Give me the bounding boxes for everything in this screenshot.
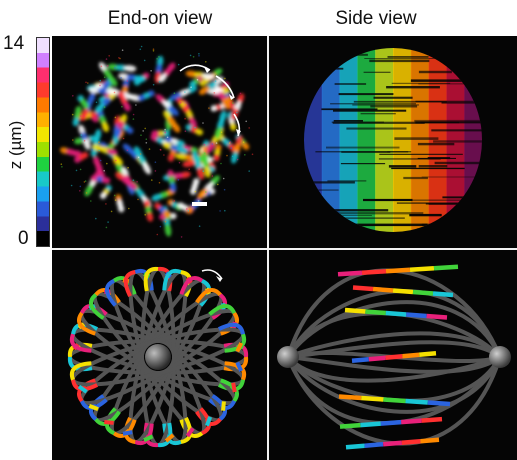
chromosome-blob [197, 175, 220, 200]
chromosome-blob [158, 62, 176, 83]
spindle-fiber [286, 300, 502, 359]
chromosome-blob [154, 202, 171, 218]
chromosome-blob [151, 130, 170, 137]
chromosome-blob [96, 108, 109, 133]
chromosome-blob [144, 199, 154, 222]
chromosome-blob [77, 95, 89, 109]
spindle-diagram [277, 264, 511, 450]
spindle-fiber [287, 340, 502, 359]
chromosome-blob [72, 106, 82, 127]
chromosome-blob [213, 144, 222, 162]
chromosome-blob [185, 124, 204, 136]
chromosome-blob [137, 90, 155, 102]
chromosome-blob [91, 144, 118, 156]
rotation-arrow-icon [179, 64, 211, 72]
chromosome-blob [163, 110, 181, 133]
end-on-micrograph [52, 36, 268, 249]
chromosome-blob [162, 142, 189, 154]
chromosome-blob [151, 189, 176, 201]
chromosome-blob [114, 114, 127, 138]
spindle-fiber [287, 355, 502, 374]
chromosome-blob [231, 135, 243, 164]
chromosome-blob [74, 151, 89, 163]
title-side-view: Side view [335, 8, 417, 29]
scale-bar [192, 202, 207, 206]
chromosome-blob [78, 124, 91, 150]
chromosome-blob [192, 151, 205, 180]
depth-colorbar [36, 37, 50, 247]
chromosome-blob [134, 146, 151, 175]
chromosome-blob [163, 171, 191, 181]
chromosome-blob [98, 62, 118, 87]
panel-divider-horizontal [52, 248, 517, 250]
centrosome-sphere [145, 344, 171, 370]
title-end-on-view: End-on view [107, 8, 213, 29]
side-view-micrograph [268, 36, 517, 249]
colorbar-axis-label: z (µm) [6, 120, 25, 170]
chromosome-blob [117, 90, 131, 112]
side-view-chromosome-image [304, 48, 482, 232]
spindle-schematic [268, 249, 517, 460]
chromosome-blob [90, 175, 111, 184]
rosette-loop [69, 322, 247, 394]
rosette-schematic [52, 249, 268, 460]
rosette-diagram [67, 266, 249, 448]
chromosome-blob [210, 103, 226, 112]
chromosome-blob [155, 94, 179, 116]
chromosome-blob [118, 73, 146, 82]
chromosome-blob [115, 194, 125, 213]
left-centrosome-sphere [277, 346, 299, 368]
rotation-arrow-icon [215, 75, 235, 99]
chromosome-blob [159, 212, 177, 221]
chromosome-blob [185, 70, 215, 80]
end-on-chromosome-image [59, 45, 254, 238]
spindle-fiber [286, 355, 502, 414]
chromosome-blob [59, 147, 82, 157]
chromosome-blob [214, 84, 231, 110]
colorbar-min-tick: 0 [18, 228, 29, 249]
spindle-fiber [287, 331, 502, 359]
chromosome-blob [107, 63, 137, 72]
chromosome-blob [99, 185, 112, 199]
chromosome-blob [190, 178, 200, 195]
right-centrosome-sphere [489, 346, 511, 368]
chromosome-blob [115, 172, 138, 190]
colorbar-max-tick: 14 [3, 33, 25, 54]
chromosome-blob [167, 169, 177, 193]
chromosome-blob [88, 87, 119, 95]
rotation-arrow-icon [201, 269, 223, 280]
chromosome-blob [214, 110, 227, 139]
